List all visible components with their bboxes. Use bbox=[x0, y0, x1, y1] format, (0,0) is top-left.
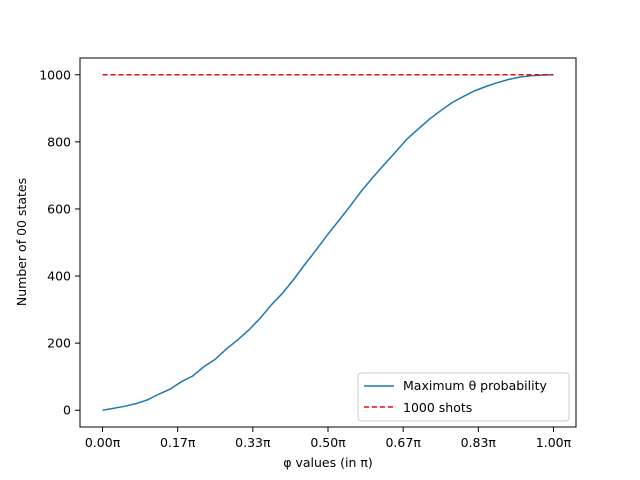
y-tick-label: 600 bbox=[47, 201, 71, 216]
x-tick-label: 0.83π bbox=[461, 435, 497, 450]
series-layer bbox=[102, 74, 554, 411]
legend-box bbox=[357, 372, 570, 422]
plot-background bbox=[80, 58, 576, 427]
y-axis-label: Number of 00 states bbox=[14, 178, 29, 306]
x-axis: 0.00π 0.17π 0.33π 0.50π 0.67π 0.83π 1.00π bbox=[85, 427, 572, 450]
x-tick-label: 0.67π bbox=[385, 435, 421, 450]
y-tick-label: 400 bbox=[47, 269, 71, 284]
x-axis-label: φ values (in π) bbox=[283, 455, 373, 470]
legend: Maximum θ probability 1000 shots bbox=[357, 372, 570, 422]
x-tick-label: 1.00π bbox=[536, 435, 572, 450]
x-tick-label: 0.00π bbox=[85, 435, 121, 450]
legend-label-max-theta: Maximum θ probability bbox=[403, 378, 547, 393]
y-axis: 0 200 400 600 800 1000 bbox=[39, 67, 80, 418]
legend-label-1000-shots: 1000 shots bbox=[403, 400, 472, 415]
x-tick-label: 0.17π bbox=[160, 435, 196, 450]
y-tick-label: 1000 bbox=[39, 67, 71, 82]
y-tick-label: 800 bbox=[47, 134, 71, 149]
x-tick-label: 0.50π bbox=[310, 435, 346, 450]
y-tick-label: 200 bbox=[47, 336, 71, 351]
y-tick-label: 0 bbox=[63, 403, 71, 418]
series-line-max-theta bbox=[102, 74, 554, 411]
x-tick-label: 0.33π bbox=[235, 435, 271, 450]
